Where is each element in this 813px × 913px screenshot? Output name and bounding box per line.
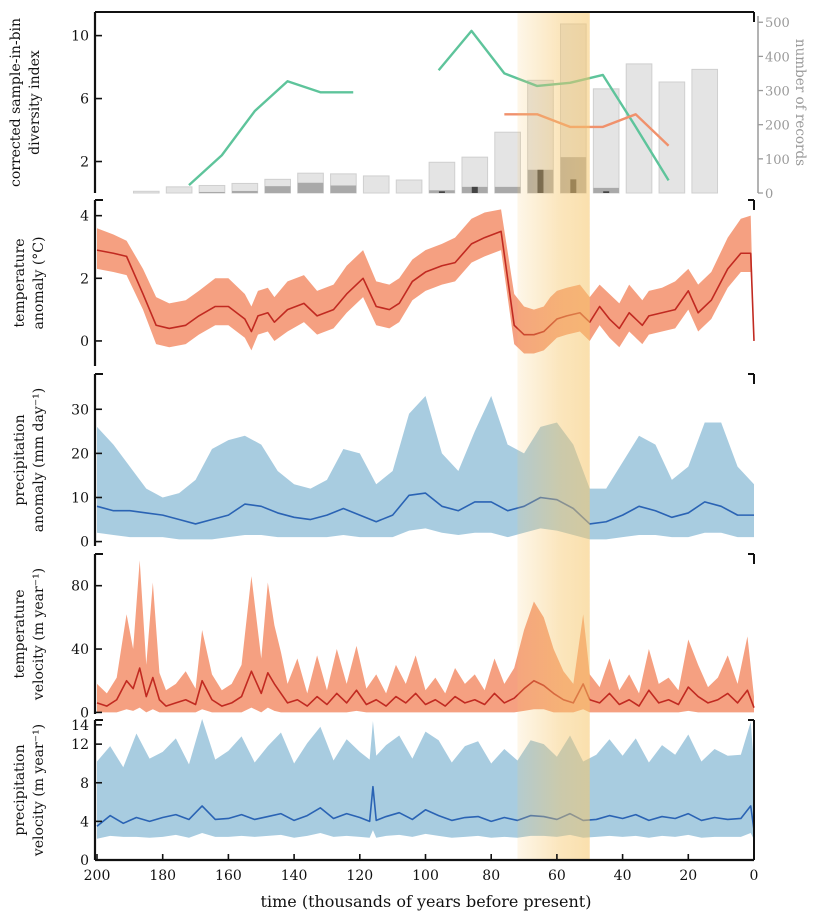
precipitation_velocity-band xyxy=(97,719,754,840)
bar-17 xyxy=(691,68,719,194)
right-axis-label: number of records xyxy=(792,39,808,166)
precipitation_anomaly-band xyxy=(97,396,754,540)
temperature_anomaly-ytick-label-2: 4 xyxy=(80,209,89,225)
diversity-line-0 xyxy=(188,80,354,187)
bar-11 xyxy=(494,131,521,194)
precipitation_velocity-ytick-label-2: 8 xyxy=(80,776,89,792)
right-tick-label-0: 0 xyxy=(765,187,773,202)
x-axis-label: time (thousands of years before present) xyxy=(261,892,592,911)
xtick-label-2: 160 xyxy=(215,868,242,884)
axes-layer xyxy=(93,11,763,862)
xtick-label-3: 140 xyxy=(281,868,308,884)
temperature_velocity-ytick-label-2: 80 xyxy=(71,579,89,595)
precipitation_anomaly-ytick-label-3: 30 xyxy=(71,402,89,418)
bar-9 xyxy=(428,161,456,194)
temperature_velocity-line xyxy=(96,667,755,708)
temperature_velocity-ytick-label-1: 40 xyxy=(71,642,89,658)
diversity-ytick-label-1: 6 xyxy=(80,92,89,108)
bar-0 xyxy=(132,190,160,194)
bar-dark-6 xyxy=(330,185,357,193)
bar-dark-3 xyxy=(232,190,258,193)
xtick-label-1: 180 xyxy=(149,868,176,884)
right-tick-label-1: 100 xyxy=(765,153,790,168)
xtick-label-6: 80 xyxy=(482,868,500,884)
bar-dark-4 xyxy=(264,186,291,193)
temperature_anomaly-ytick-label-1: 2 xyxy=(80,271,89,287)
xtick-label-4: 120 xyxy=(346,868,373,884)
precipitation_velocity-ytick-label-1: 4 xyxy=(80,814,89,830)
bar-dark-14 xyxy=(593,187,619,193)
bar-1 xyxy=(165,186,193,194)
precipitation_anomaly-ytick-label-0: 0 xyxy=(80,535,89,551)
precipitation_velocity-ylabel-0: precipitation xyxy=(12,744,28,835)
bar-dark-5 xyxy=(297,182,324,193)
bar-black-14 xyxy=(603,191,610,193)
precipitation_anomaly-line xyxy=(96,492,754,525)
xtick-label-10: 0 xyxy=(750,868,759,884)
precipitation_velocity-ytick-label-3: 12 xyxy=(71,737,89,753)
precipitation_velocity-ytick-label-4: 14 xyxy=(71,718,89,734)
diversity-ytick-label-2: 10 xyxy=(71,29,89,45)
highlight-band xyxy=(517,12,590,860)
bar-8 xyxy=(395,179,423,194)
bar-dark-11 xyxy=(494,186,521,193)
xtick-label-8: 40 xyxy=(614,868,632,884)
right-tick-label-5: 500 xyxy=(765,16,790,31)
right-tick-label-4: 400 xyxy=(765,50,790,65)
temperature_anomaly-ylabel-1: anomaly (°C) xyxy=(31,237,47,330)
precipitation_anomaly-ytick-label-2: 20 xyxy=(71,446,89,462)
precipitation_anomaly-ylabel-1: anomaly (mm day⁻¹) xyxy=(31,388,47,532)
bars-layer xyxy=(132,23,719,194)
precipitation_velocity-line xyxy=(96,785,755,831)
temperature_velocity-ylabel-0: temperature xyxy=(12,589,28,678)
xtick-label-5: 100 xyxy=(412,868,439,884)
diversity-ylabel-1: diversity index xyxy=(27,50,43,155)
right-tick-label-2: 200 xyxy=(765,119,790,134)
temperature_anomaly-band xyxy=(97,209,754,354)
bar-2 xyxy=(198,184,226,194)
temperature_velocity-ylabel-1: velocity (m year⁻¹) xyxy=(31,568,47,701)
precipitation_velocity-ylabel-1: velocity (m year⁻¹) xyxy=(31,724,47,857)
temperature_anomaly-ylabel-0: temperature xyxy=(12,238,28,327)
right-tick-label-3: 300 xyxy=(765,85,790,100)
bar-dark-2 xyxy=(199,191,225,193)
xtick-label-7: 60 xyxy=(548,868,566,884)
temperature_anomaly-line xyxy=(96,230,755,341)
precipitation_anomaly-ytick-label-1: 10 xyxy=(71,490,89,506)
bar-7 xyxy=(362,175,390,194)
diversity-ytick-label-0: 2 xyxy=(80,155,89,171)
temperature_anomaly-ytick-label-0: 0 xyxy=(80,334,89,350)
bar-14 xyxy=(592,88,620,194)
bar-15 xyxy=(625,63,653,194)
temperature_velocity-band xyxy=(97,560,754,713)
bar-black-10 xyxy=(471,186,478,193)
diversity-ylabel-0: corrected sample-in-bin xyxy=(8,18,24,187)
bar-black-9 xyxy=(438,191,445,193)
labels-layer: time (thousands of years before present)… xyxy=(8,16,808,911)
precipitation_velocity-ytick-label-0: 0 xyxy=(80,853,89,869)
temperature_velocity-ytick-label-0: 0 xyxy=(80,705,89,721)
xtick-label-0: 200 xyxy=(84,868,111,884)
xtick-label-9: 20 xyxy=(679,868,697,884)
bar-16 xyxy=(658,81,686,194)
precipitation_anomaly-ylabel-0: precipitation xyxy=(12,414,28,505)
